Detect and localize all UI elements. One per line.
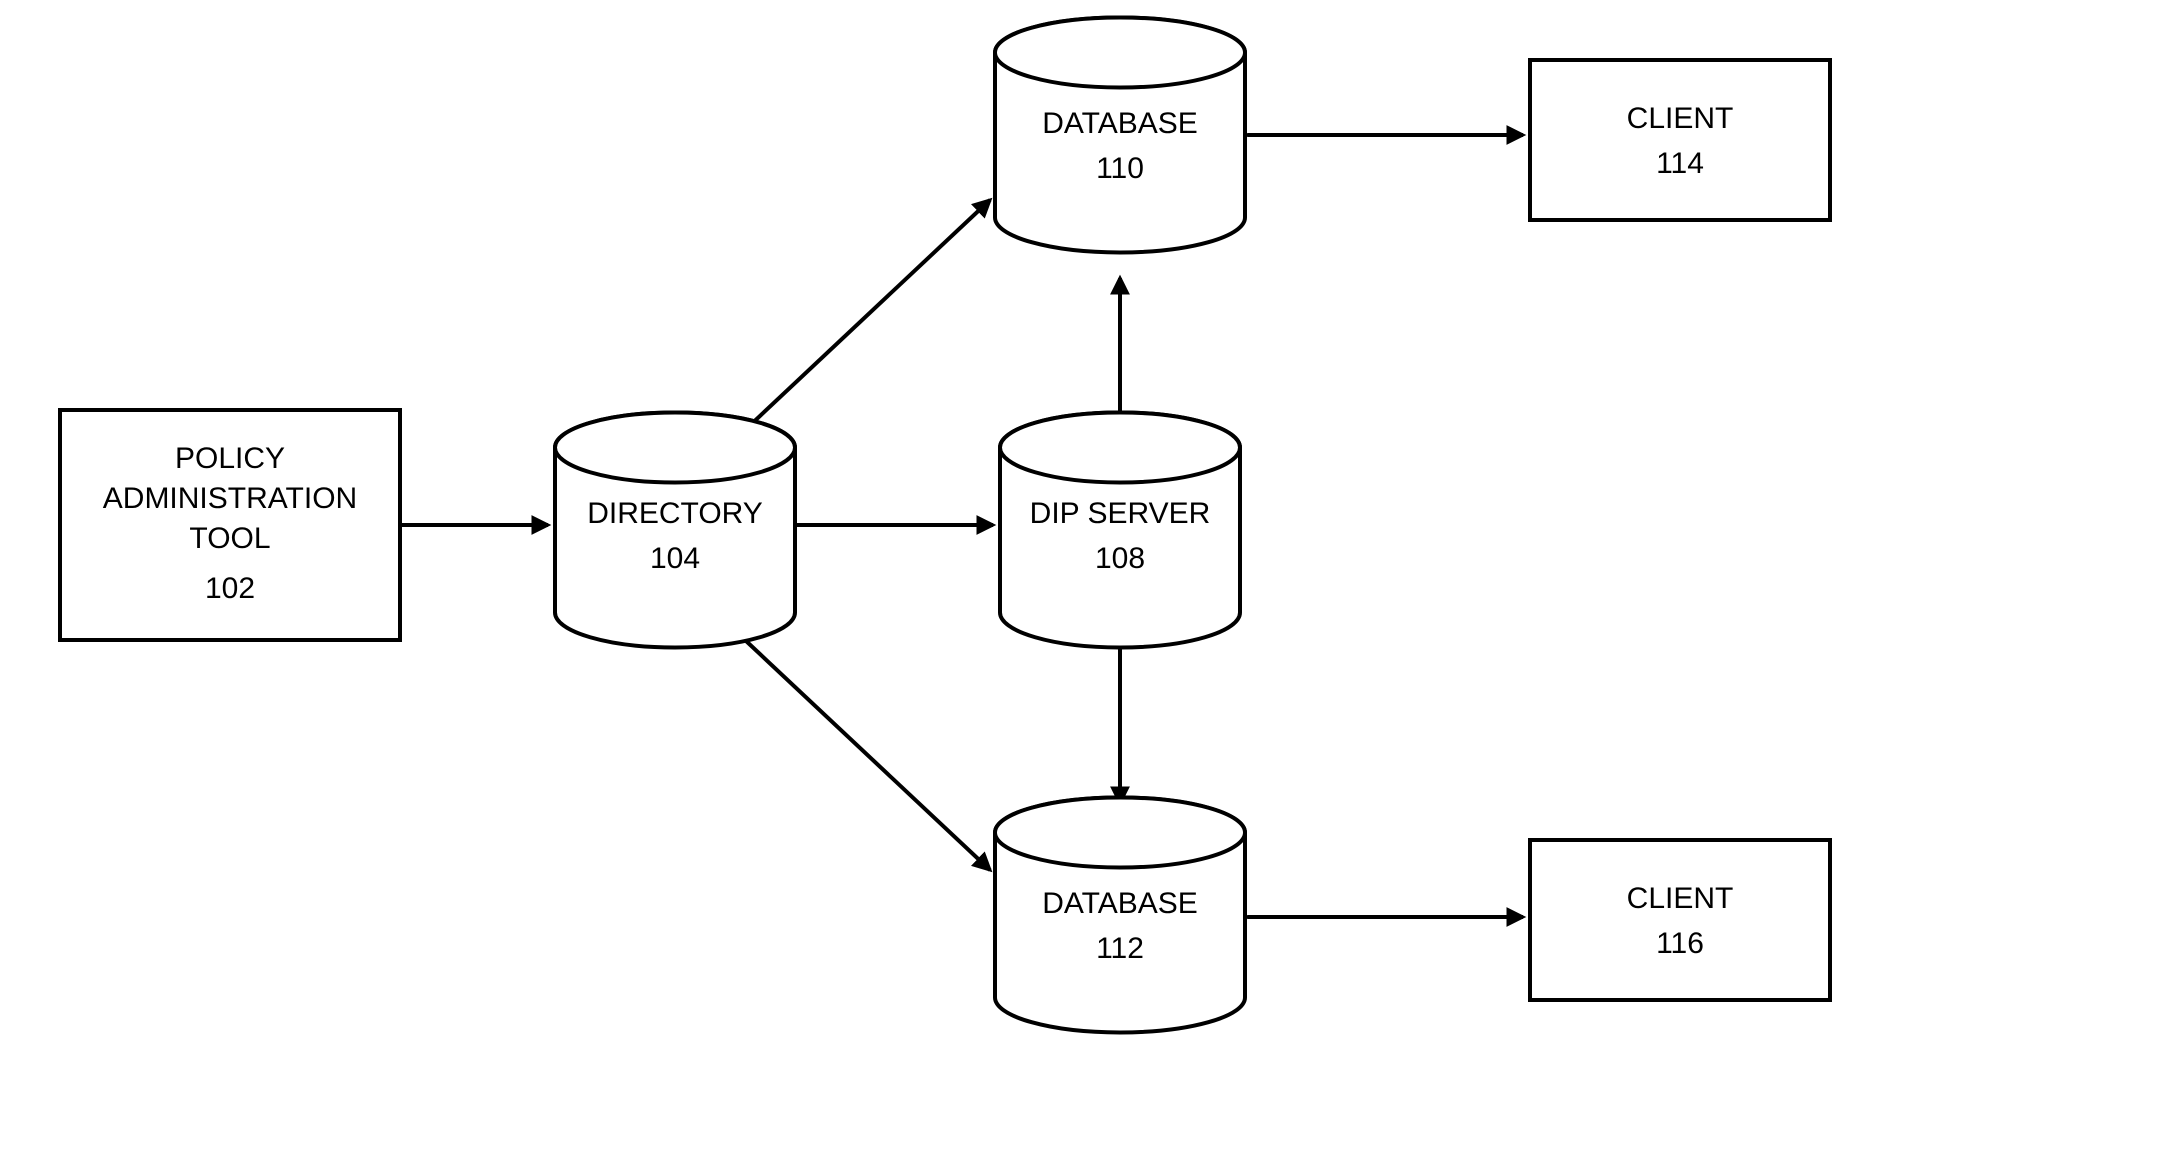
node-policy-admin-tool: POLICY ADMINISTRATION TOOL 102: [60, 410, 400, 640]
directory-label-2: 104: [650, 542, 700, 575]
dip-label-2: 108: [1095, 542, 1145, 575]
policy-label-4: 102: [205, 572, 255, 605]
dbtop-label-2: 110: [1096, 152, 1144, 185]
node-client-top: CLIENT 114: [1530, 60, 1830, 220]
node-database-bottom: DATABASE 112: [995, 798, 1245, 1033]
directory-label-1: DIRECTORY: [587, 497, 763, 530]
dbtop-label-1: DATABASE: [1042, 107, 1198, 140]
clientbot-label-2: 116: [1656, 927, 1704, 960]
policy-label-2: ADMINISTRATION: [103, 482, 357, 515]
clientbot-label-1: CLIENT: [1627, 882, 1734, 915]
dip-label-1: DIP SERVER: [1030, 497, 1211, 530]
clienttop-label-1: CLIENT: [1627, 102, 1734, 135]
node-dip-server: DIP SERVER 108: [1000, 413, 1240, 648]
edge-directory-database_top: [745, 200, 990, 430]
node-database-top: DATABASE 110: [995, 18, 1245, 253]
node-directory: DIRECTORY 104: [555, 413, 795, 648]
policy-label-3: TOOL: [189, 522, 270, 555]
policy-label-1: POLICY: [175, 442, 285, 475]
dbbot-label-1: DATABASE: [1042, 887, 1198, 920]
node-client-bottom: CLIENT 116: [1530, 840, 1830, 1000]
dbbot-label-2: 112: [1096, 932, 1144, 965]
clienttop-label-2: 114: [1656, 147, 1704, 180]
edge-directory-database_bottom: [745, 640, 990, 870]
